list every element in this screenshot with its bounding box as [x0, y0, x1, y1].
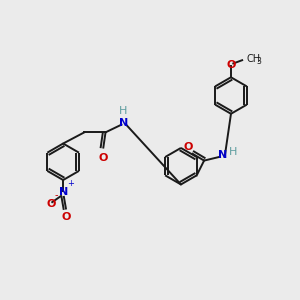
Text: O: O [226, 60, 236, 70]
Text: O: O [98, 153, 108, 163]
Text: H: H [229, 147, 237, 158]
Text: 3: 3 [256, 57, 261, 66]
Text: O: O [46, 199, 56, 208]
Text: O: O [184, 142, 193, 152]
Text: N: N [119, 118, 128, 128]
Text: N: N [58, 188, 68, 197]
Text: H: H [119, 106, 128, 116]
Text: -: - [55, 190, 58, 200]
Text: N: N [218, 150, 227, 160]
Text: +: + [67, 179, 74, 188]
Text: CH: CH [247, 54, 261, 64]
Text: O: O [61, 212, 71, 222]
